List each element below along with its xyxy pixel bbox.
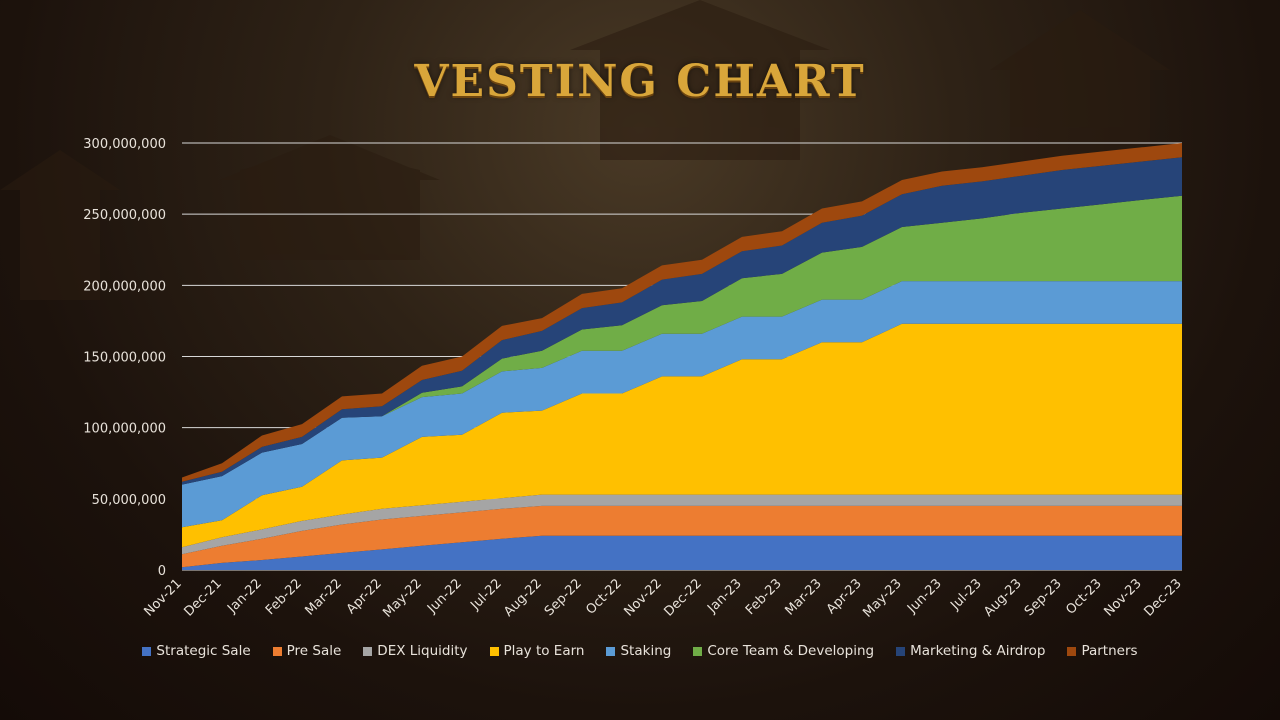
x-tick-label: Oct-22 bbox=[583, 576, 625, 618]
area-staking bbox=[182, 281, 1182, 528]
legend-swatch bbox=[272, 646, 282, 656]
legend-label: Staking bbox=[620, 643, 672, 659]
x-tick-label: May-22 bbox=[380, 576, 424, 620]
area-pre-sale bbox=[182, 505, 1182, 568]
y-tick-label: 100,000,000 bbox=[83, 422, 166, 437]
legend-label: Core Team & Developing bbox=[707, 643, 875, 659]
legend-item: Core Team & Developing bbox=[693, 643, 874, 659]
x-tick-label: Jul-23 bbox=[947, 576, 984, 613]
x-tick-label: Dec-21 bbox=[181, 576, 224, 619]
x-tick-label: Feb-22 bbox=[263, 576, 305, 618]
legend-item: Partners bbox=[1067, 643, 1138, 659]
legend-label: Play to Earn bbox=[503, 643, 585, 659]
x-tick-label: Apr-23 bbox=[824, 576, 865, 617]
x-tick-label: Sep-22 bbox=[542, 576, 585, 619]
x-tick-label: Dec-22 bbox=[661, 576, 704, 619]
x-tick-label: Oct-23 bbox=[1063, 576, 1105, 618]
legend-item: Pre Sale bbox=[272, 643, 342, 659]
y-tick-label: 50,000,000 bbox=[92, 493, 166, 508]
x-tick-label: Jun-22 bbox=[424, 576, 465, 617]
x-tick-label: Aug-22 bbox=[501, 576, 545, 620]
y-tick-label: 0 bbox=[158, 564, 166, 579]
area-strategic-sale bbox=[182, 535, 1182, 570]
legend-item: Strategic Sale bbox=[142, 643, 251, 659]
legend-label: Marketing & Airdrop bbox=[910, 643, 1046, 659]
legend-swatch bbox=[896, 646, 906, 656]
legend-swatch bbox=[363, 646, 373, 656]
area-dex-liquidity bbox=[182, 494, 1182, 555]
legend-swatch bbox=[489, 646, 499, 656]
x-tick-label: Sep-23 bbox=[1022, 576, 1065, 619]
chart-title: VESTING CHART bbox=[414, 56, 866, 107]
y-tick-label: 250,000,000 bbox=[83, 208, 166, 223]
x-tick-label: Jul-22 bbox=[467, 576, 504, 613]
x-tick-label: Jun-23 bbox=[904, 576, 945, 617]
y-tick-label: 150,000,000 bbox=[83, 351, 166, 366]
x-tick-label: Nov-22 bbox=[622, 576, 665, 619]
x-tick-label: Mar-22 bbox=[302, 576, 344, 618]
legend-item: Marketing & Airdrop bbox=[896, 643, 1045, 659]
chart-legend: Strategic Sale Pre Sale DEX Liquidity Play … bbox=[0, 643, 1280, 659]
legend-swatch bbox=[1067, 646, 1077, 656]
legend-item: Staking bbox=[606, 643, 671, 659]
x-tick-label: Dec-23 bbox=[1141, 576, 1184, 619]
legend-swatch bbox=[142, 646, 152, 656]
legend-swatch bbox=[606, 646, 616, 656]
x-tick-label: May-23 bbox=[860, 576, 904, 620]
area-marketing-airdrop bbox=[182, 157, 1182, 485]
legend-swatch bbox=[693, 646, 703, 656]
x-tick-label: Nov-23 bbox=[1102, 576, 1145, 619]
legend-item: DEX Liquidity bbox=[363, 643, 468, 659]
legend-item: Play to Earn bbox=[489, 643, 585, 659]
area-core-team-developing bbox=[182, 195, 1182, 485]
legend-label: Strategic Sale bbox=[156, 643, 251, 659]
stacked-areas bbox=[182, 143, 1182, 570]
x-tick-label: Aug-23 bbox=[981, 576, 1025, 620]
x-tick-label: Apr-22 bbox=[344, 576, 385, 617]
x-tick-label: Nov-21 bbox=[142, 576, 185, 619]
x-tick-label: Jan-23 bbox=[704, 576, 745, 617]
y-tick-label: 300,000,000 bbox=[83, 137, 166, 152]
x-tick-label: Mar-23 bbox=[782, 576, 824, 618]
legend-label: Partners bbox=[1081, 643, 1138, 659]
y-tick-label: 200,000,000 bbox=[83, 279, 166, 294]
x-tick-label: Feb-23 bbox=[743, 576, 785, 618]
area-play-to-earn bbox=[182, 323, 1182, 548]
legend-label: Pre Sale bbox=[286, 643, 342, 659]
x-tick-label: Jan-22 bbox=[224, 576, 265, 617]
legend-label: DEX Liquidity bbox=[377, 643, 468, 659]
y-axis-ticks: 0 50,000,000 100,000,000 150,000,000 200,000… bbox=[83, 137, 166, 579]
